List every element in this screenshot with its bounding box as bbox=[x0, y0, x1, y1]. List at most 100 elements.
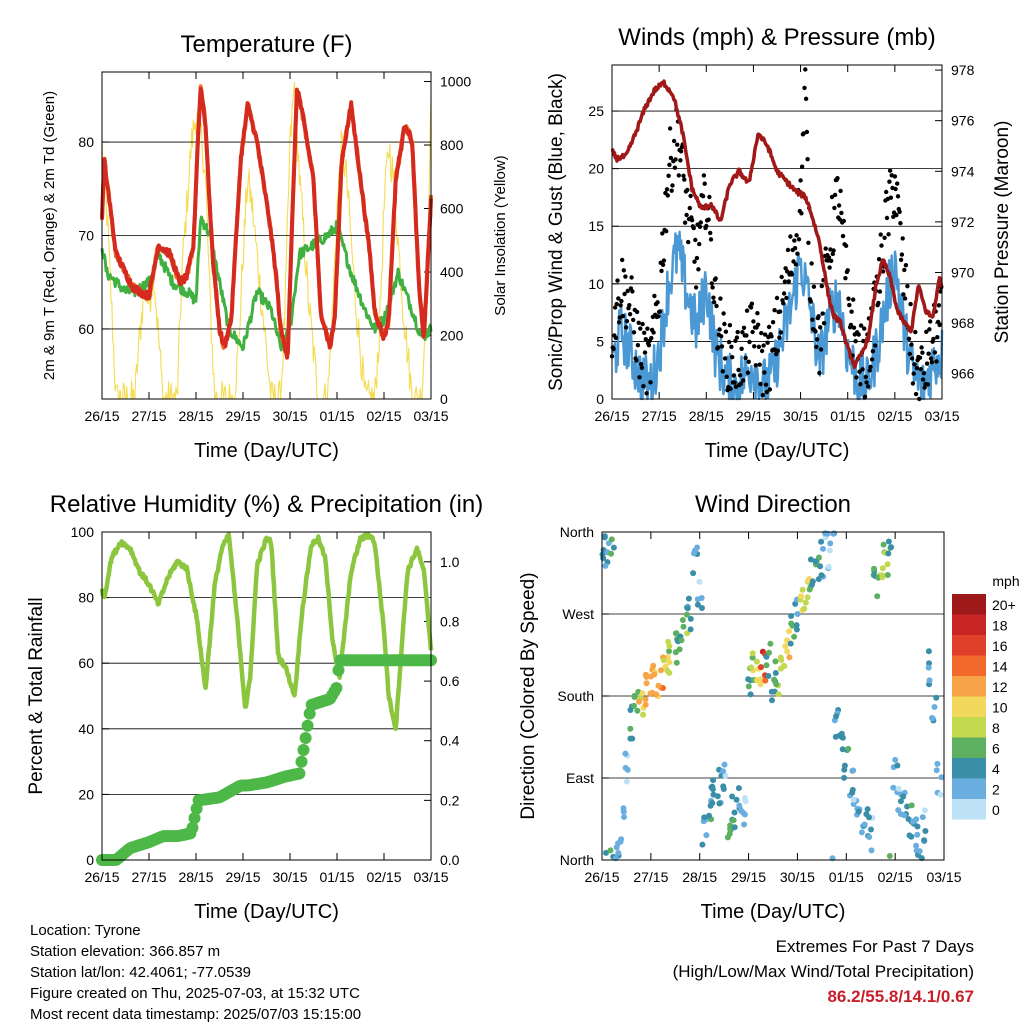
legend-label: 0 bbox=[992, 802, 1000, 818]
direction-point bbox=[913, 842, 920, 849]
direction-point bbox=[666, 648, 672, 655]
direction-point bbox=[892, 756, 899, 763]
gust-point bbox=[622, 291, 627, 297]
direction-point bbox=[885, 538, 892, 545]
gust-point bbox=[869, 357, 875, 362]
direction-point bbox=[904, 803, 911, 810]
x-tick-label: 30/15 bbox=[272, 408, 307, 424]
x-tick-label: 26/15 bbox=[584, 869, 619, 885]
y2-tick-label: 0.8 bbox=[440, 613, 460, 629]
y2-tick-label: 966 bbox=[951, 366, 975, 382]
gust-point bbox=[631, 317, 636, 323]
gust-point bbox=[694, 255, 700, 261]
direction-point bbox=[608, 536, 615, 543]
gust-point bbox=[722, 321, 727, 327]
legend-swatch bbox=[952, 594, 986, 615]
gust-point bbox=[919, 345, 924, 350]
gust-point bbox=[837, 217, 843, 222]
panel-title: Temperature (F) bbox=[180, 31, 352, 58]
direction-point bbox=[651, 671, 658, 678]
direction-point bbox=[720, 768, 727, 775]
direction-point bbox=[921, 837, 928, 844]
gust-point bbox=[708, 237, 714, 242]
gust-point bbox=[878, 232, 883, 237]
gust-point bbox=[669, 188, 674, 193]
gust-point bbox=[769, 334, 774, 339]
gust-point bbox=[913, 329, 918, 335]
direction-point bbox=[884, 561, 891, 568]
gust-point bbox=[667, 126, 673, 131]
x-tick-label: 28/15 bbox=[178, 408, 213, 424]
gust-point bbox=[813, 329, 818, 334]
gust-point bbox=[755, 311, 760, 316]
gust-point bbox=[906, 336, 912, 341]
temp-2m-line bbox=[100, 86, 433, 360]
extremes-title: Extremes For Past 7 Days bbox=[775, 937, 974, 956]
direction-point bbox=[934, 760, 941, 767]
gust-point bbox=[928, 319, 933, 324]
gust-point bbox=[664, 229, 669, 234]
legend-swatch bbox=[952, 758, 986, 779]
winds-panel: 0 5 10 15 20 25 966 968 970 972 974 976 978 Winds (mp… bbox=[546, 24, 1013, 462]
station-info: Location: Tyrone Station elevation: 366.… bbox=[30, 920, 361, 1025]
direction-point bbox=[812, 558, 819, 565]
direction-point bbox=[748, 664, 755, 671]
y2-tick-label: 972 bbox=[951, 214, 975, 230]
x-tick-label: 02/15 bbox=[366, 869, 401, 885]
direction-point bbox=[866, 814, 872, 821]
gust-point bbox=[700, 194, 706, 199]
y2-tick-label: 1.0 bbox=[440, 554, 460, 570]
direction-point bbox=[601, 533, 608, 540]
x-tick-label: 28/15 bbox=[689, 408, 724, 424]
direction-point bbox=[736, 802, 743, 809]
gust-point bbox=[672, 165, 678, 170]
x-tick-label: 29/15 bbox=[731, 869, 766, 885]
direction-point bbox=[788, 620, 795, 627]
gust-point bbox=[779, 274, 784, 280]
direction-point bbox=[805, 577, 812, 584]
direction-point bbox=[730, 817, 737, 824]
gust-point bbox=[882, 235, 887, 240]
direction-point bbox=[786, 628, 793, 635]
gust-point bbox=[867, 368, 872, 373]
gust-point bbox=[907, 351, 912, 357]
direction-point bbox=[827, 540, 834, 547]
direction-point bbox=[664, 654, 671, 661]
gust-point bbox=[847, 302, 852, 308]
gust-point bbox=[657, 309, 663, 314]
direction-point bbox=[799, 586, 806, 593]
gust-point bbox=[845, 268, 850, 273]
x-tick-label: 03/15 bbox=[413, 408, 448, 424]
direction-point bbox=[642, 701, 649, 708]
gust-point bbox=[777, 309, 783, 314]
gust-point bbox=[884, 189, 889, 195]
direction-point bbox=[765, 673, 772, 679]
gust-point bbox=[711, 300, 717, 305]
y-tick-label: 20 bbox=[78, 786, 94, 802]
gust-point bbox=[741, 378, 746, 383]
direction-point bbox=[640, 711, 647, 718]
direction-point bbox=[710, 777, 717, 784]
gust-point bbox=[701, 173, 707, 178]
direction-point bbox=[685, 595, 692, 602]
gust-point bbox=[642, 330, 647, 335]
plot-frame bbox=[601, 531, 945, 861]
gust-point bbox=[639, 365, 645, 370]
direction-point bbox=[709, 783, 716, 790]
direction-point bbox=[866, 834, 873, 840]
gust-point bbox=[792, 238, 797, 243]
direction-point bbox=[684, 630, 691, 637]
direction-point bbox=[787, 640, 794, 647]
legend-label: 20+ bbox=[992, 597, 1016, 613]
gust-point bbox=[652, 293, 657, 299]
gust-point bbox=[863, 374, 868, 380]
direction-point bbox=[731, 824, 738, 831]
panel-title: Winds (mph) & Pressure (mb) bbox=[618, 24, 935, 51]
gust-point bbox=[693, 285, 699, 290]
gust-point bbox=[909, 356, 915, 361]
gust-point bbox=[747, 339, 752, 345]
direction-point bbox=[850, 801, 857, 807]
gust-point bbox=[693, 237, 698, 243]
direction-point bbox=[806, 586, 813, 593]
direction-point bbox=[658, 667, 664, 674]
